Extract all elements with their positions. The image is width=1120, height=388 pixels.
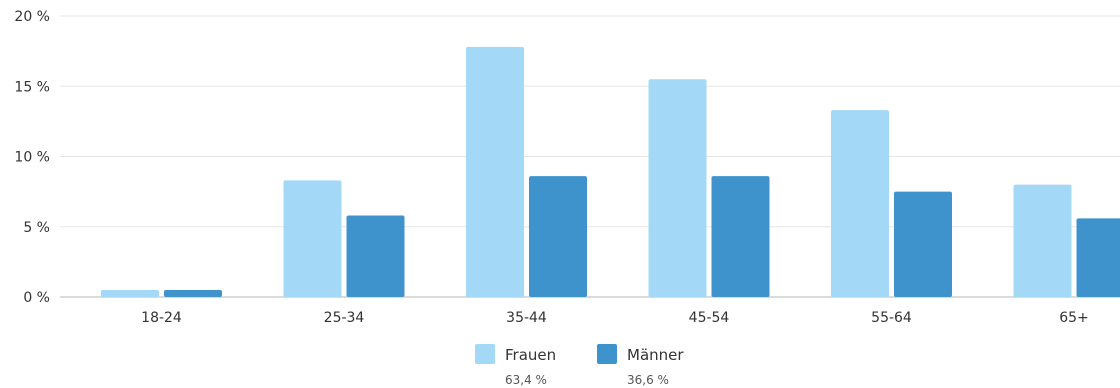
bar-frauen-18-24[interactable] xyxy=(101,289,159,297)
y-tick-label: 15 % xyxy=(14,79,50,95)
bar-frauen-45-54[interactable] xyxy=(648,79,707,297)
bar-m-nner-35-44[interactable] xyxy=(529,176,587,297)
y-tick-label: 20 % xyxy=(14,9,50,25)
legend-share: 63,4 % xyxy=(505,373,547,387)
x-tick-label: 55-64 xyxy=(871,310,912,326)
x-tick-label: 35-44 xyxy=(506,310,547,326)
grid-layer xyxy=(60,15,1120,298)
axis-layer: 0 % 5 % 10 % 15 % 20 % 18-24 25-34 35-44 45-54 55… xyxy=(14,9,1088,326)
legend-item-maenner[interactable]: Männer 36,6 % xyxy=(597,344,684,387)
y-tick-label: 5 % xyxy=(23,220,50,236)
x-tick-label: 65+ xyxy=(1059,310,1089,326)
bar-m-nner-55-64[interactable] xyxy=(894,191,952,297)
x-tick-label: 25-34 xyxy=(324,310,365,326)
bar-m-nner-18-24[interactable] xyxy=(164,289,222,297)
legend-item-frauen[interactable]: Frauen 63,4 % xyxy=(475,344,556,387)
legend-share: 36,6 % xyxy=(627,373,669,387)
legend-swatch xyxy=(475,344,495,364)
legend-swatch xyxy=(597,344,617,364)
legend-label: Frauen xyxy=(505,346,556,364)
bar-m-nner-25-34[interactable] xyxy=(346,215,405,297)
bar-frauen-65plus[interactable] xyxy=(1013,184,1072,297)
legend-label: Männer xyxy=(627,346,684,364)
bar-m-nner-45-54[interactable] xyxy=(711,176,770,297)
bars-layer xyxy=(101,46,1120,297)
legend: Frauen 63,4 % Männer 36,6 % xyxy=(475,344,684,387)
bar-frauen-55-64[interactable] xyxy=(831,110,889,297)
bar-frauen-35-44[interactable] xyxy=(466,46,524,297)
bar-m-nner-65plus[interactable] xyxy=(1076,218,1120,297)
bar-frauen-25-34[interactable] xyxy=(283,180,342,297)
y-tick-label: 10 % xyxy=(14,150,50,166)
x-tick-label: 45-54 xyxy=(689,310,730,326)
x-tick-label: 18-24 xyxy=(141,310,182,326)
y-tick-label: 0 % xyxy=(23,290,50,306)
